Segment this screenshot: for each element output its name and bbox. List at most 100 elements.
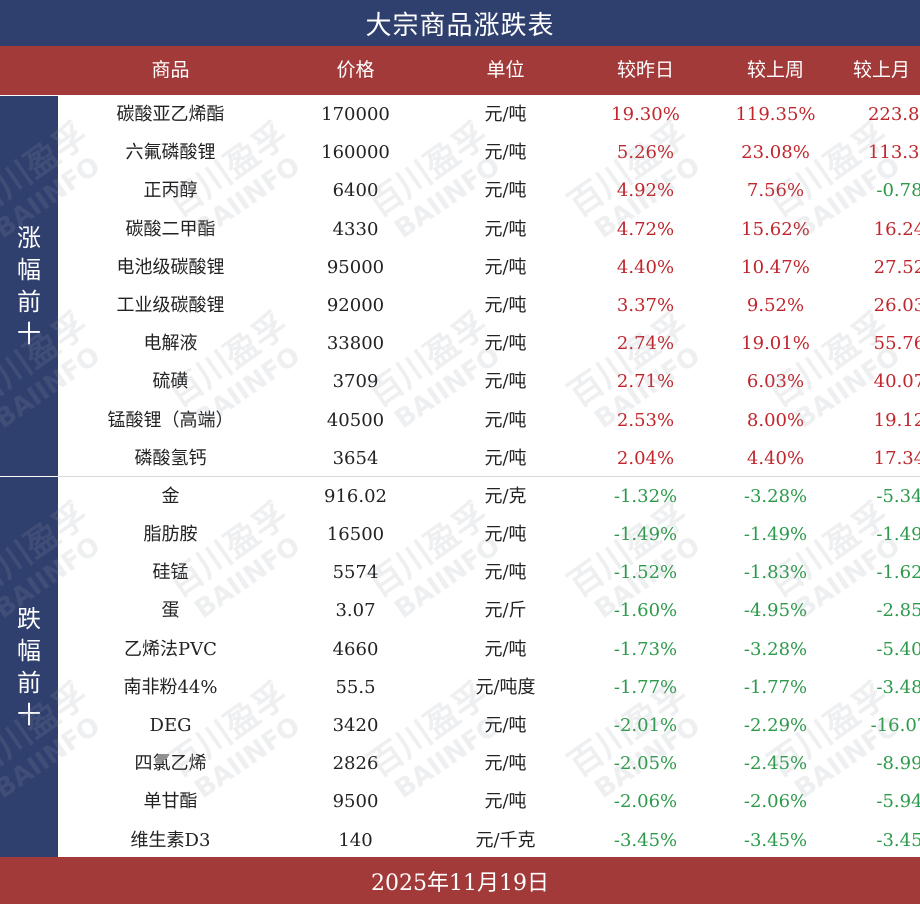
change-vs-yesterday: -1.77% (613, 676, 678, 698)
change-vs-last-month: -0.78% (876, 180, 920, 202)
table-header: 商品 价格 单位 较昨日 较上周 较上月 (0, 46, 920, 95)
header-unit: 单位 (486, 59, 525, 81)
commodity-price: 140 (338, 829, 373, 851)
commodity-price: 3420 (332, 715, 379, 736)
table-row: 硫磺 3709 元/吨 2.71% 6.03% 40.07% (58, 363, 920, 401)
change-vs-last-month: -16.07% (870, 715, 920, 736)
commodity-price: 916.02 (324, 485, 387, 507)
change-vs-last-week: 7.56% (746, 180, 805, 202)
change-vs-last-week: -2.29% (743, 715, 808, 736)
commodity-price: 5574 (332, 562, 379, 584)
commodity-name: 电池级碳酸锂 (116, 256, 225, 278)
change-vs-yesterday: 4.72% (616, 218, 675, 240)
commodity-unit: 元/吨 (484, 218, 527, 240)
change-vs-yesterday: -1.52% (613, 562, 678, 584)
commodity-price: 4330 (332, 218, 379, 240)
change-vs-yesterday: 2.71% (616, 371, 675, 393)
commodity-name: 锰酸锂（高端） (107, 409, 234, 431)
change-vs-last-month: -8.99% (876, 753, 920, 775)
commodity-price: 33800 (326, 333, 385, 355)
change-vs-yesterday: -3.45% (613, 829, 678, 851)
change-vs-last-month: -2.85% (876, 600, 920, 622)
commodity-unit: 元/吨 (484, 447, 527, 469)
change-vs-yesterday: -2.01% (613, 715, 678, 736)
change-vs-last-week: 4.40% (746, 447, 805, 469)
section-divider (58, 476, 920, 477)
commodity-price: 55.5 (335, 676, 376, 698)
change-vs-last-month: 55.76% (873, 333, 920, 355)
change-vs-last-week: -2.06% (743, 791, 808, 813)
commodity-name: 磷酸氢钙 (134, 447, 207, 469)
commodity-price: 3.07 (335, 600, 376, 622)
table-row: 四氯乙烯 2826 元/吨 -2.05% -2.45% -8.99% (58, 745, 920, 783)
change-vs-yesterday: 19.30% (611, 104, 680, 125)
table-row: 单甘酯 9500 元/吨 -2.06% -2.06% -5.94% (58, 783, 920, 821)
change-vs-last-month: -3.45% (876, 829, 920, 851)
change-vs-last-week: -1.49% (743, 524, 808, 546)
change-vs-last-week: 10.47% (741, 256, 810, 278)
change-vs-yesterday: 5.26% (616, 142, 675, 164)
change-vs-last-week: 9.52% (746, 294, 805, 316)
table-row: 碳酸二甲酯 4330 元/吨 4.72% 15.62% 16.24% (58, 211, 920, 249)
commodity-unit: 元/吨 (484, 409, 527, 431)
commodity-name: 工业级碳酸锂 (116, 294, 225, 316)
change-vs-yesterday: 2.04% (616, 447, 675, 469)
change-vs-last-week: 19.01% (741, 333, 810, 355)
commodity-name: 脂肪胺 (143, 524, 198, 546)
change-vs-last-month: 27.52% (873, 256, 920, 278)
commodity-name: 金 (161, 485, 180, 507)
change-vs-last-week: -3.28% (743, 485, 808, 507)
commodity-price: 160000 (321, 142, 390, 164)
table-row: 电池级碳酸锂 95000 元/吨 4.40% 10.47% 27.52% (58, 249, 920, 287)
commodity-name: 维生素D3 (130, 829, 211, 851)
commodity-price: 92000 (326, 294, 385, 316)
change-vs-last-week: -2.45% (743, 753, 808, 775)
change-vs-yesterday: -2.06% (613, 791, 678, 813)
change-vs-yesterday: -1.49% (613, 524, 678, 546)
change-vs-yesterday: 4.92% (616, 180, 675, 202)
change-vs-yesterday: 3.37% (616, 294, 675, 316)
commodity-unit: 元/吨 (484, 104, 527, 125)
change-vs-last-month: 26.03% (873, 294, 920, 316)
change-vs-last-month: 40.07% (873, 371, 920, 393)
change-vs-last-month: 16.24% (873, 218, 920, 240)
commodity-name: 硫磺 (152, 371, 189, 393)
header-price: 价格 (336, 59, 375, 81)
commodity-name: 乙烯法PVC (124, 638, 217, 660)
commodity-unit: 元/斤 (484, 600, 527, 622)
commodity-unit: 元/千克 (475, 829, 536, 851)
change-vs-last-week: -1.83% (743, 562, 808, 584)
commodity-unit: 元/吨 (484, 142, 527, 164)
commodity-price: 40500 (326, 409, 385, 431)
commodity-name: DEG (149, 715, 192, 736)
header-day: 较昨日 (616, 59, 674, 81)
change-vs-last-week: -4.95% (743, 600, 808, 622)
header-name: 商品 (151, 59, 190, 81)
section-label-losers: 跌幅前十 (0, 477, 58, 857)
change-vs-yesterday: 4.40% (616, 256, 675, 278)
change-vs-last-month: -1.49% (876, 524, 920, 546)
change-vs-yesterday: -1.60% (613, 600, 678, 622)
change-vs-last-week: -1.77% (743, 676, 808, 698)
change-vs-last-month: -5.94% (876, 791, 920, 813)
commodity-name: 蛋 (161, 600, 180, 622)
table-body: 碳酸亚乙烯酯 170000 元/吨 19.30% 119.35% 223.81% 六氟磷酸锂… (58, 96, 920, 860)
change-vs-last-week: 23.08% (741, 142, 810, 164)
change-vs-last-week: 119.35% (735, 104, 816, 125)
table-row: 六氟磷酸锂 160000 元/吨 5.26% 23.08% 113.33% (58, 134, 920, 172)
change-vs-last-month: -1.62% (876, 562, 920, 584)
table-row: 金 916.02 元/克 -1.32% -3.28% -5.34% (58, 478, 920, 516)
header-month: 较上月 (852, 59, 910, 81)
commodity-price: 9500 (332, 791, 379, 813)
commodity-price: 3709 (332, 371, 379, 393)
commodity-price: 6400 (332, 180, 379, 202)
commodity-price: 4660 (332, 638, 379, 660)
change-vs-yesterday: 2.53% (616, 409, 675, 431)
footer-date: 2025年11月19日 (0, 857, 920, 904)
commodity-name: 硅锰 (152, 562, 189, 584)
commodity-name: 正丙醇 (143, 180, 198, 202)
change-vs-last-month: -5.34% (876, 485, 920, 507)
commodity-price: 3654 (332, 447, 379, 469)
commodity-price: 170000 (321, 104, 390, 125)
page-title: 大宗商品涨跌表 (0, 0, 920, 46)
